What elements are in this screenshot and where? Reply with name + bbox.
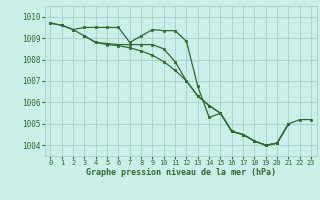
- X-axis label: Graphe pression niveau de la mer (hPa): Graphe pression niveau de la mer (hPa): [86, 168, 276, 177]
